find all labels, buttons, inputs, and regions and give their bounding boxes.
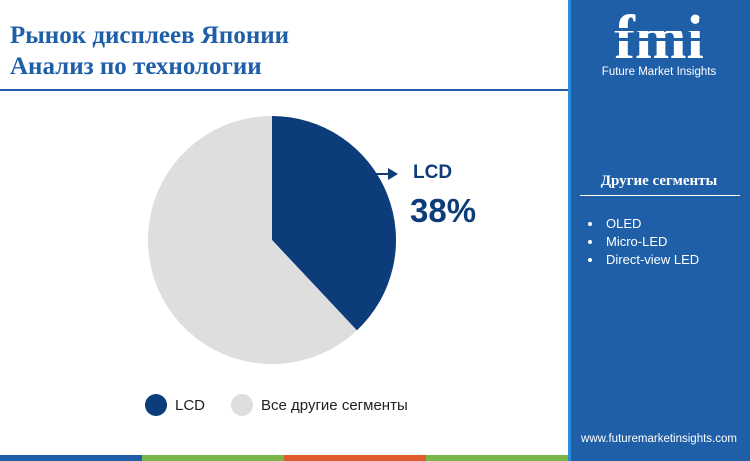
segment-label: Micro-LED: [606, 234, 668, 249]
title-line-1: Рынок дисплеев Японии: [10, 22, 290, 49]
logo-subtitle: Future Market Insights: [601, 66, 717, 78]
legend-label-other: Все другие сегменты: [261, 396, 408, 414]
globe-icon: [647, 15, 657, 25]
legend-label-lcd: LCD: [175, 396, 206, 414]
bullet-icon: [588, 240, 592, 244]
globe-icon: [699, 15, 709, 25]
chart-legend: LCD Все другие сегменты: [145, 394, 434, 416]
chart-panel: Рынок дисплеев Японии Анализ по технолог…: [0, 20, 568, 461]
logo-stripe: [598, 38, 720, 41]
list-item: OLED: [588, 215, 699, 233]
logo-wordmark: fmi: [614, 8, 704, 64]
pie-slice-lcd: [272, 116, 396, 331]
other-segments-title: Другие сегменты: [600, 173, 718, 189]
segment-label: Direct-view LED: [606, 252, 700, 267]
title-divider: [0, 89, 568, 91]
globe-icon: [672, 15, 682, 25]
legend-item-lcd: LCD: [145, 394, 205, 416]
bullet-icon: [588, 258, 592, 262]
legend-swatch-lcd: [145, 394, 167, 416]
sidebar: fmi Future Market Insights Другие сегмен…: [568, 0, 750, 461]
logo-stripe: [598, 28, 720, 31]
legend-item-other: Все другие сегменты: [231, 394, 408, 416]
callout-category-label: LCD: [413, 162, 453, 183]
bottom-color-bar: [0, 455, 568, 461]
pie-slice-other: [147, 115, 357, 364]
bottom-bar-segment: [284, 455, 426, 461]
bullet-icon: [588, 222, 592, 226]
bottom-bar-segment: [426, 455, 568, 461]
pie-chart: [147, 115, 398, 364]
bottom-bar-segment: [0, 455, 142, 461]
list-item: Micro-LED: [588, 233, 699, 251]
segment-label: OLED: [606, 216, 642, 231]
callout-arrow-head: [388, 168, 398, 180]
website-link[interactable]: www.futuremarketinsights.com: [581, 433, 737, 445]
list-item: Direct-view LED: [588, 251, 699, 269]
page-title: Рынок дисплеев Японии Анализ по технолог…: [10, 20, 289, 82]
fmi-logo: fmi: [598, 8, 720, 64]
legend-swatch-other: [231, 394, 254, 416]
segments-list: OLED Micro-LED Direct-view LED: [588, 215, 699, 269]
segments-divider: [580, 195, 740, 196]
bottom-bar-segment: [142, 455, 284, 461]
callout-percent-label: 38%: [410, 192, 477, 229]
title-line-2: Анализ по технологии: [10, 53, 262, 80]
sidebar-edge: [568, 0, 571, 461]
